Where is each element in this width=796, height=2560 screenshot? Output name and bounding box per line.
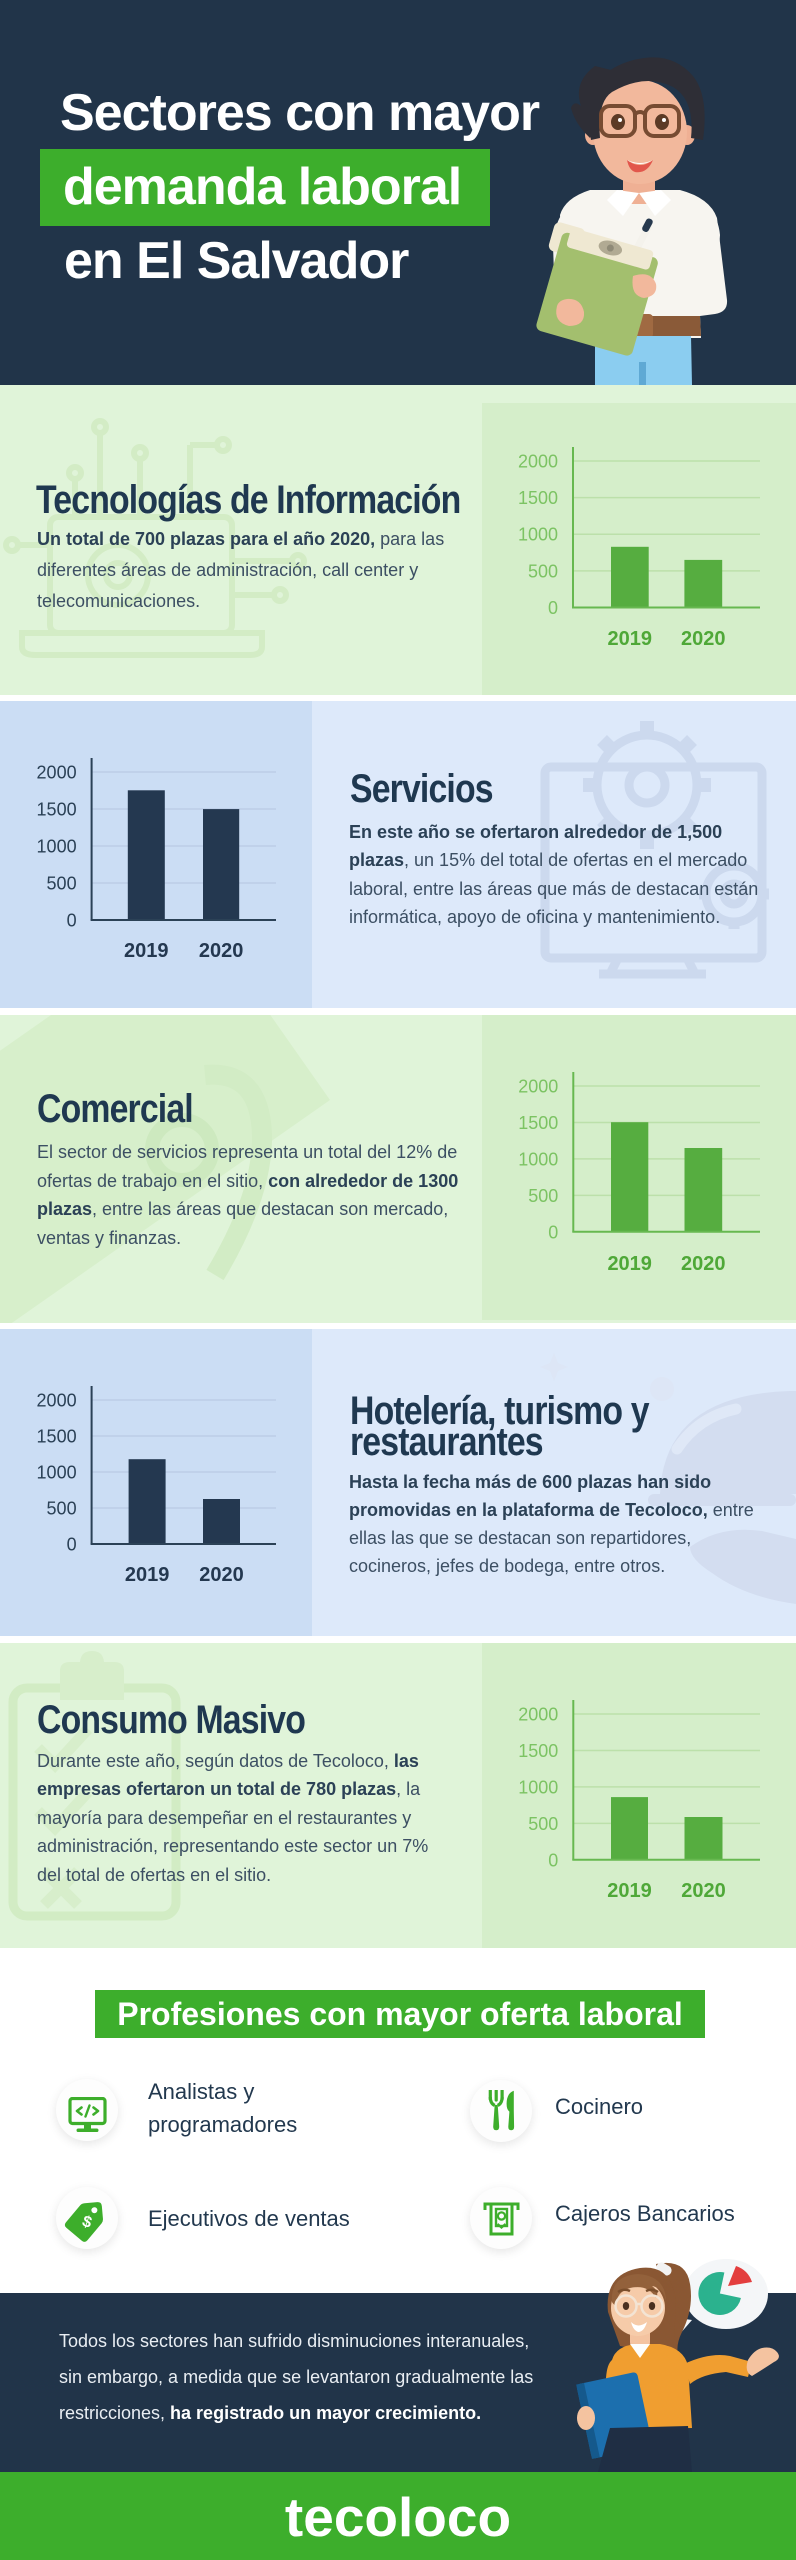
svg-text:0: 0 (67, 911, 77, 931)
svg-text:2020: 2020 (681, 1253, 726, 1275)
svg-text:500: 500 (528, 561, 558, 581)
svg-text:2000: 2000 (37, 763, 77, 783)
svg-text:1500: 1500 (37, 800, 77, 820)
svg-text:0: 0 (548, 1222, 558, 1242)
svg-text:1500: 1500 (37, 1427, 77, 1447)
svg-text:1000: 1000 (37, 837, 77, 857)
svg-text:1500: 1500 (518, 1113, 558, 1133)
svg-text:0: 0 (548, 598, 558, 618)
svg-text:500: 500 (528, 1186, 558, 1206)
svg-text:500: 500 (528, 1814, 558, 1834)
svg-text:2000: 2000 (518, 1705, 558, 1725)
svg-text:2019: 2019 (124, 940, 169, 962)
svg-text:2000: 2000 (518, 452, 558, 472)
svg-text:2019: 2019 (607, 1880, 652, 1902)
svg-text:2019: 2019 (608, 628, 653, 650)
svg-text:2020: 2020 (681, 1880, 726, 1902)
svg-text:1000: 1000 (518, 525, 558, 545)
svg-text:2019: 2019 (607, 1253, 652, 1275)
svg-text:2020: 2020 (199, 1564, 244, 1586)
svg-text:0: 0 (548, 1850, 558, 1870)
svg-text:2000: 2000 (518, 1077, 558, 1097)
svg-text:2000: 2000 (37, 1391, 77, 1411)
svg-text:500: 500 (47, 1499, 77, 1519)
svg-text:2020: 2020 (199, 940, 244, 962)
svg-text:0: 0 (67, 1535, 77, 1555)
svg-text:500: 500 (47, 874, 77, 894)
svg-text:1000: 1000 (37, 1463, 77, 1483)
svg-text:1000: 1000 (518, 1149, 558, 1169)
svg-text:2019: 2019 (125, 1564, 170, 1586)
svg-text:2020: 2020 (681, 628, 726, 650)
svg-text:1500: 1500 (518, 488, 558, 508)
svg-text:1000: 1000 (518, 1777, 558, 1797)
svg-text:1500: 1500 (518, 1741, 558, 1761)
